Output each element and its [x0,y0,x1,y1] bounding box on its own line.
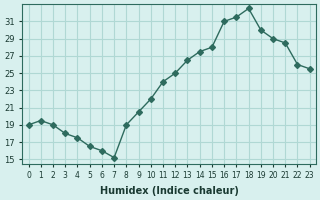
X-axis label: Humidex (Indice chaleur): Humidex (Indice chaleur) [100,186,239,196]
